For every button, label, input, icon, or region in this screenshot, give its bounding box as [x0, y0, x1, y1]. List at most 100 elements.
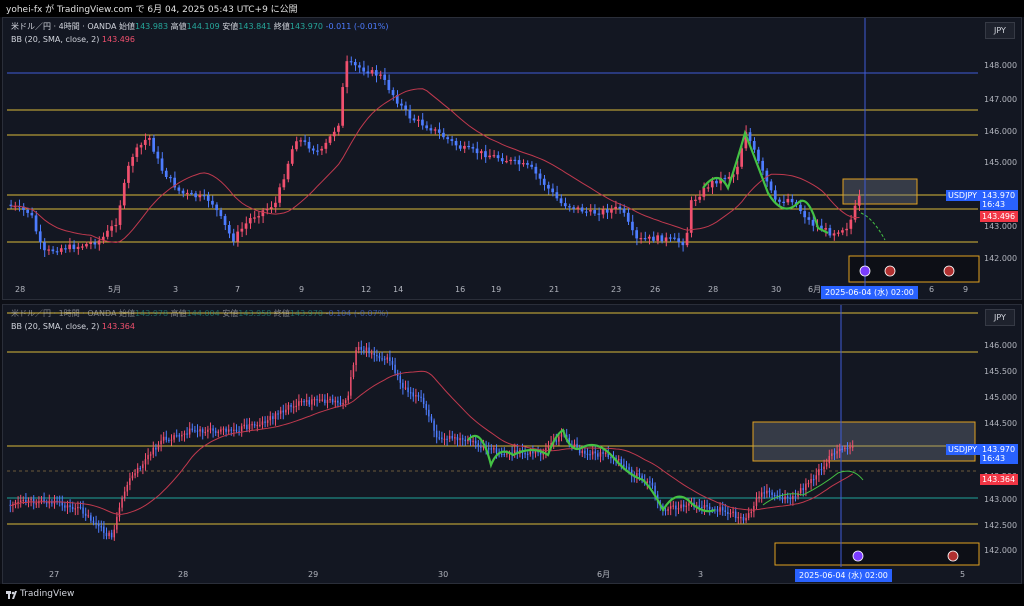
candle — [157, 444, 160, 450]
candle — [181, 434, 183, 437]
candle — [702, 187, 706, 197]
candle — [357, 346, 360, 350]
candle — [818, 469, 820, 476]
candle — [110, 226, 113, 231]
candle — [355, 349, 357, 366]
candle — [474, 440, 477, 444]
price-chart-1h[interactable]: 146.000145.500145.000144.500144.000143.5… — [3, 305, 1021, 583]
candle — [669, 506, 672, 509]
price-tag: USDJPY — [946, 190, 988, 201]
candle — [256, 424, 258, 427]
candle — [337, 125, 340, 132]
candle — [160, 158, 164, 171]
candle — [101, 236, 105, 241]
candle — [768, 490, 771, 493]
candle — [64, 505, 66, 508]
candle — [227, 225, 231, 234]
candle — [279, 410, 282, 414]
candle — [769, 181, 773, 191]
candle — [760, 492, 763, 497]
candle — [715, 180, 718, 184]
candle — [521, 163, 525, 165]
candle — [391, 361, 394, 365]
candle — [493, 448, 495, 450]
candle — [448, 435, 451, 439]
candle — [299, 140, 302, 142]
candle — [253, 217, 256, 219]
candle — [857, 195, 861, 206]
candle — [148, 137, 151, 140]
candle — [143, 139, 147, 145]
candle — [144, 459, 147, 465]
candle — [547, 446, 550, 449]
candle — [261, 421, 264, 425]
low-value: 143.958 — [238, 309, 272, 318]
candle — [757, 149, 760, 161]
candle — [799, 488, 802, 494]
candle — [9, 204, 13, 207]
candle — [495, 448, 498, 453]
candle — [122, 182, 126, 206]
candle — [45, 501, 48, 504]
candle — [126, 485, 128, 492]
candle — [59, 248, 63, 252]
candle — [729, 513, 732, 515]
candle — [282, 410, 284, 413]
candle — [30, 212, 34, 216]
candle — [755, 498, 758, 506]
candle — [727, 511, 729, 515]
candle — [329, 398, 331, 401]
candle — [451, 435, 453, 439]
candle — [589, 454, 591, 456]
symbol-name: 米ドル／円 · 1時間 · OANDA — [11, 309, 117, 318]
price-axis-tick: 143.000 — [984, 495, 1017, 504]
candle — [750, 511, 752, 514]
candle — [97, 240, 101, 245]
currency-button[interactable]: JPY — [985, 22, 1015, 39]
indicator-legend[interactable]: BB (20, SMA, close, 2) 143.496 — [11, 35, 135, 44]
candle — [108, 532, 110, 537]
candle — [100, 526, 102, 528]
candle — [353, 61, 357, 66]
candle — [828, 228, 832, 236]
time-axis-tick: 6月 — [808, 285, 821, 294]
candle — [805, 483, 807, 491]
candle — [17, 502, 19, 504]
candle — [227, 429, 230, 432]
time-axis-tick: 9 — [299, 285, 304, 294]
time-axis-tick: 6 — [929, 285, 934, 294]
candle — [365, 347, 368, 352]
candle — [215, 204, 218, 211]
candle — [201, 429, 204, 433]
candle — [784, 496, 786, 500]
candle — [40, 499, 43, 502]
price-axis-tick: 145.500 — [984, 367, 1017, 376]
candle — [383, 358, 386, 360]
chart-panel-4h[interactable]: 148.000147.000146.000145.000144.000143.0… — [2, 17, 1022, 300]
candle — [139, 467, 141, 470]
candle — [425, 404, 427, 410]
candle — [849, 447, 851, 449]
chart-panel-1h[interactable]: 146.000145.500145.000144.500144.000143.5… — [2, 304, 1022, 584]
candle — [269, 207, 273, 209]
candle — [106, 230, 109, 237]
candle — [30, 499, 32, 501]
candle — [832, 233, 836, 236]
price-chart-4h[interactable]: 148.000147.000146.000145.000144.000143.0… — [3, 18, 1021, 299]
candle — [212, 428, 214, 431]
candle — [433, 129, 437, 131]
candle — [853, 205, 857, 220]
publish-header: yohei-fx が TradingView.com で 6月 04, 2025… — [0, 0, 1024, 17]
indicator-legend[interactable]: BB (20, SMA, close, 2) 143.364 — [11, 322, 135, 331]
candle — [682, 504, 685, 507]
candle — [345, 61, 349, 88]
price-tag-value: 143.970 — [982, 445, 1016, 454]
candle — [38, 231, 42, 243]
time-axis-tick: 3 — [698, 570, 703, 579]
candle — [580, 207, 584, 212]
candle — [32, 499, 35, 504]
bb-value: 143.496 — [101, 35, 135, 44]
candle — [373, 353, 375, 356]
currency-button[interactable]: JPY — [985, 309, 1015, 326]
tradingview-logo-icon — [6, 591, 17, 599]
